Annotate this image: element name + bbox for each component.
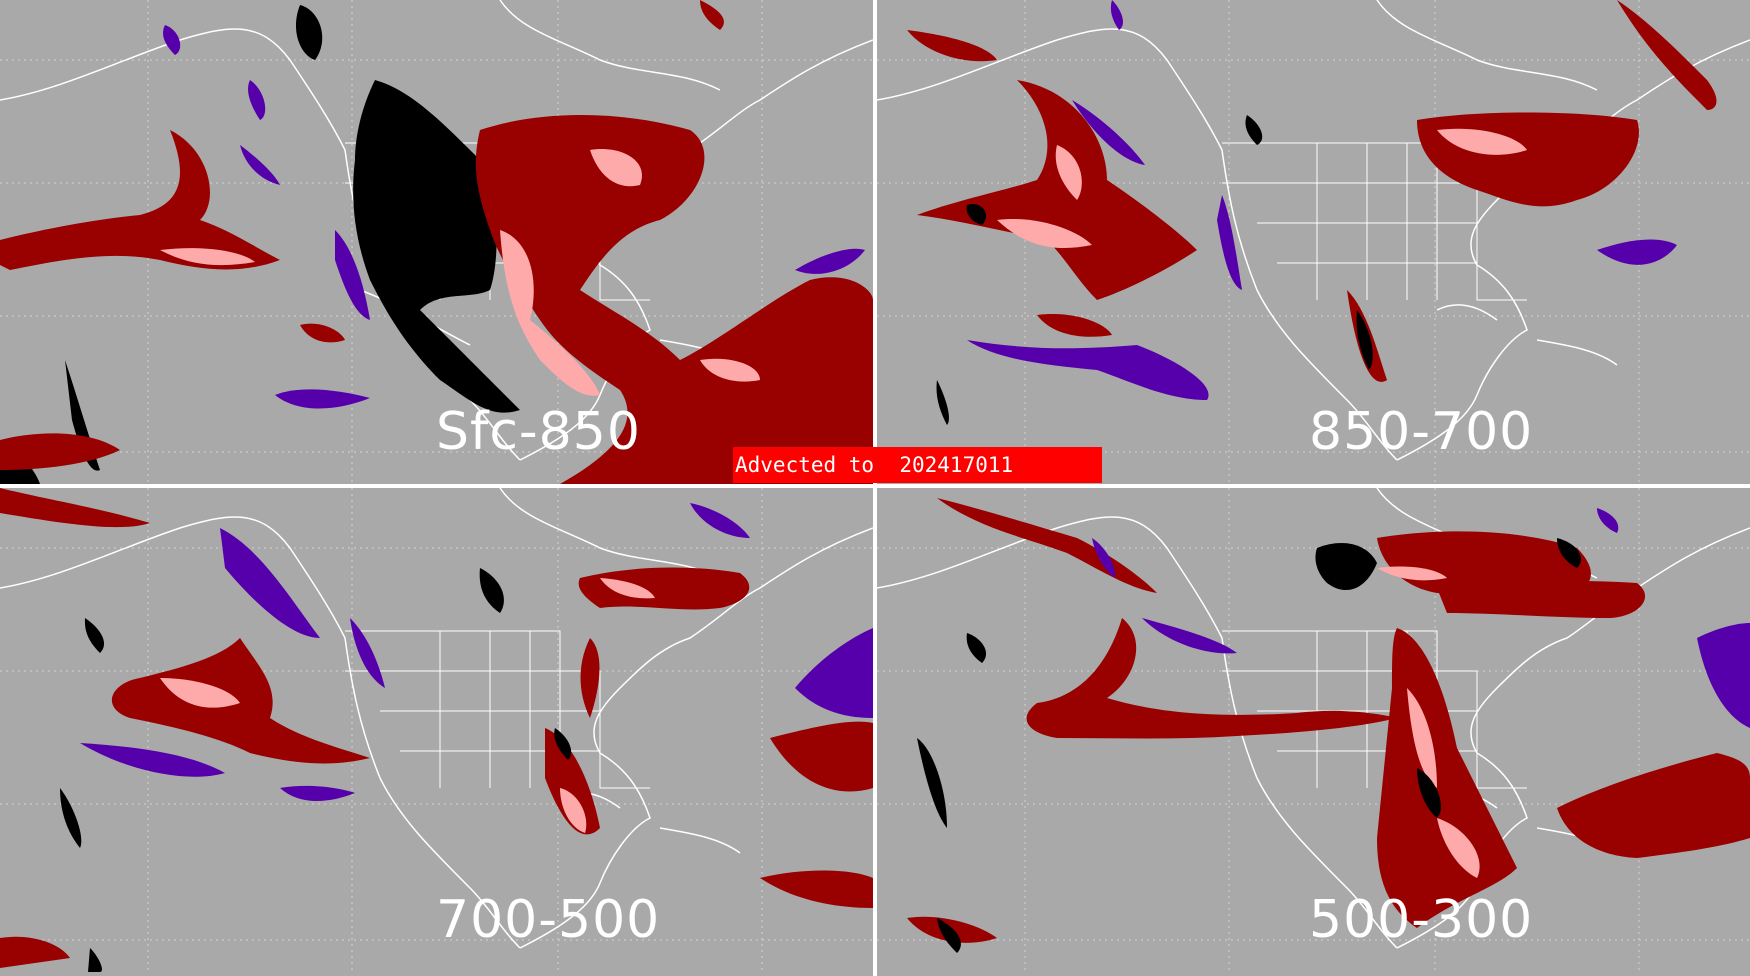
map-850-700 [877, 0, 1750, 484]
layer-label: 850-700 [1309, 402, 1534, 462]
pink-regions [160, 578, 655, 833]
horizontal-divider [0, 484, 1750, 488]
coastlines [877, 0, 1750, 461]
pink-regions [1377, 566, 1480, 878]
pink-regions [160, 149, 760, 396]
purple-regions [163, 25, 865, 409]
pink-regions [997, 128, 1527, 249]
map-sfc-850 [0, 0, 873, 484]
map-700-500 [0, 488, 873, 972]
black-regions [936, 115, 1373, 425]
purple-regions [80, 503, 873, 802]
vertical-divider [873, 0, 877, 976]
map-500-300 [877, 488, 1750, 972]
purple-regions [1092, 508, 1750, 728]
panel-700-500: 700-500 [0, 488, 873, 972]
panel-850-700: 850-700 [877, 0, 1750, 484]
advected-banner: Advected to 202417011 [733, 447, 1102, 483]
grid-lines [0, 488, 873, 972]
panel-500-300: 500-300 [877, 488, 1750, 972]
dark-red-regions [907, 0, 1717, 382]
layer-label: Sfc-850 [436, 402, 641, 462]
dark-red-regions [0, 0, 873, 484]
layer-label: 700-500 [436, 890, 661, 950]
layer-label: 500-300 [1309, 890, 1534, 950]
dark-red-regions [0, 488, 873, 968]
purple-regions [967, 0, 1677, 400]
state-borders [1222, 630, 1527, 789]
panel-sfc-850: Sfc-850 [0, 0, 873, 484]
black-regions [917, 538, 1581, 953]
state-borders [345, 630, 650, 789]
coastlines [0, 488, 873, 949]
black-regions [60, 568, 572, 972]
